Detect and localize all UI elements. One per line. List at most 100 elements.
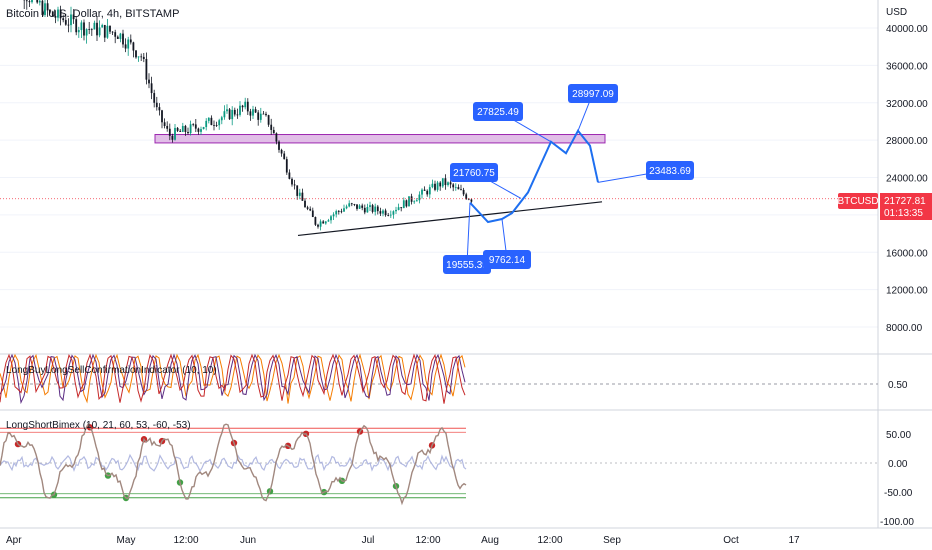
candle-body [384, 210, 387, 216]
indicator-2-tick-50: 50.00 [886, 430, 911, 441]
candle-body [272, 129, 275, 134]
candle-body [75, 19, 78, 33]
candle-body [423, 189, 426, 191]
candle-body [109, 25, 111, 32]
candle-body [265, 113, 267, 116]
candle-body [210, 117, 213, 126]
candle-body [233, 109, 236, 115]
projection-path[interactable] [469, 129, 599, 224]
candle-body [153, 93, 156, 103]
candle-body [25, 0, 28, 2]
price-tick-label: 24000.00 [886, 174, 928, 185]
candle-body [181, 125, 184, 132]
candle-body [62, 18, 65, 21]
price-tick-label: 36000.00 [886, 61, 928, 72]
candle-body [400, 207, 403, 209]
candle-body [343, 208, 345, 212]
symbol-badge [838, 193, 878, 209]
candle-body [460, 189, 462, 191]
candle-body [452, 184, 455, 188]
candle-body [324, 221, 327, 224]
candle-body [36, 0, 39, 3]
time-axis[interactable]: Apr May 12:00 Jun Jul 12:00 Aug 12:00 Sep Oct 17 [6, 535, 800, 546]
candle-body [192, 124, 195, 126]
candle-body [122, 33, 124, 45]
annotation-label: 27825.49 [477, 107, 519, 118]
price-tick-label: 16000.00 [886, 248, 928, 259]
indicator-1-line [0, 353, 466, 404]
candle-body [413, 201, 416, 203]
candle-body [194, 124, 197, 129]
candle-body [379, 211, 382, 214]
price-badge [880, 193, 932, 220]
candle-body [426, 190, 429, 195]
indicator-2-tick-0: 0.00 [888, 459, 908, 470]
candle-body [293, 184, 296, 186]
candle-body [231, 109, 234, 120]
candle-body [421, 189, 423, 195]
candle-body [441, 178, 444, 187]
indicator-2-tick-neg100: -100.00 [880, 517, 914, 528]
candle-body [350, 203, 353, 205]
candle-body [166, 125, 169, 129]
candle-body [467, 198, 470, 200]
candle-body [179, 130, 182, 132]
candle-body [88, 29, 91, 30]
candle-body [44, 3, 46, 15]
price-tick-label: 32000.00 [886, 99, 928, 110]
candle-body [223, 111, 226, 118]
candle-body [434, 183, 436, 190]
time-label: Apr [6, 535, 22, 546]
candle-body [275, 133, 278, 142]
candle-body [189, 124, 192, 134]
candle-body [54, 16, 57, 18]
price-tick-label: 8000.00 [886, 323, 923, 334]
candle-body [408, 196, 410, 207]
candle-body [340, 211, 343, 213]
candle-body [298, 192, 301, 196]
candle-body [278, 141, 280, 150]
candle-body [405, 200, 408, 207]
candle-body [418, 194, 421, 201]
candle-body [96, 22, 98, 36]
indicator-1-title[interactable]: LongBuyLongSellConfirmationIndicator (10… [6, 365, 217, 376]
candle-body [363, 207, 366, 213]
candles [23, 0, 473, 231]
indicator-1-line [0, 353, 466, 404]
candle-body [327, 220, 330, 222]
candle-body [98, 27, 101, 36]
candle-body [369, 205, 371, 207]
candle-body [176, 127, 179, 131]
candle-body [140, 56, 143, 58]
candle-body [262, 113, 265, 115]
candle-body [168, 128, 171, 136]
candle-body [236, 114, 239, 116]
candle-body [376, 206, 379, 212]
candle-body [207, 117, 210, 121]
indicator-2-title[interactable]: LongShortBimex (10, 21, 60, 53, -60, -53… [6, 420, 191, 431]
candle-body [254, 109, 257, 113]
candle-body [31, 0, 33, 3]
indicator-1-line [0, 353, 466, 405]
candle-body [345, 206, 348, 209]
candle-body [335, 211, 338, 215]
candle-body [124, 44, 127, 49]
candle-body [311, 210, 314, 218]
candle-body [114, 32, 117, 37]
candle-body [371, 205, 374, 212]
candle-body [415, 200, 418, 202]
indicator-1-tick: 0.50 [888, 380, 908, 391]
candle-body [374, 206, 377, 212]
time-label: 12:00 [173, 535, 198, 546]
candle-body [301, 192, 304, 201]
annotation-boxes[interactable]: 27825.49 28997.09 21760.75 23483.69 19555.39… [443, 84, 694, 274]
candle-body [46, 3, 49, 11]
resistance-zone[interactable] [154, 134, 606, 144]
support-trendline[interactable] [297, 201, 603, 237]
candle-body [197, 128, 200, 132]
price-axis[interactable]: 40000.00 36000.00 32000.00 28000.00 24000.00… [886, 24, 928, 334]
candle-body [187, 131, 189, 134]
candle-body [215, 125, 218, 126]
chart-title: Bitcoin / U.S. Dollar, 4h, BITSTAMP [6, 8, 179, 20]
candle-body [283, 153, 286, 160]
